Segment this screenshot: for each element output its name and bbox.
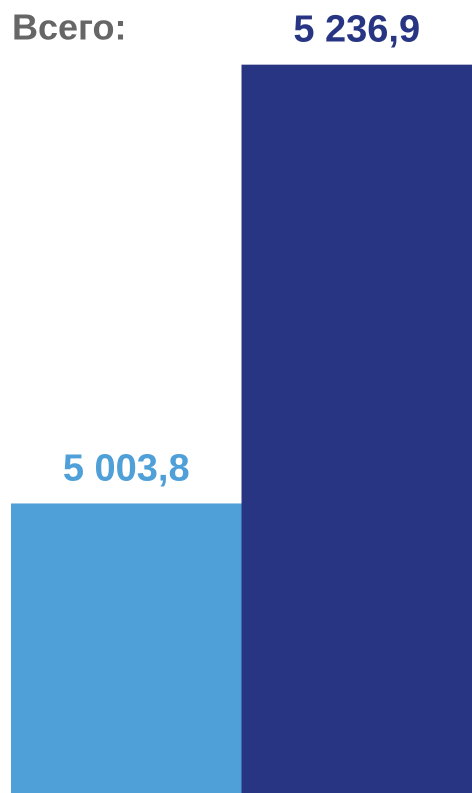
- value-label: 5 236,9: [293, 9, 420, 51]
- chart-title: Всего:: [12, 7, 127, 48]
- bar: [241, 64, 472, 793]
- bar: [11, 503, 242, 793]
- value-label: 5 003,8: [63, 448, 190, 490]
